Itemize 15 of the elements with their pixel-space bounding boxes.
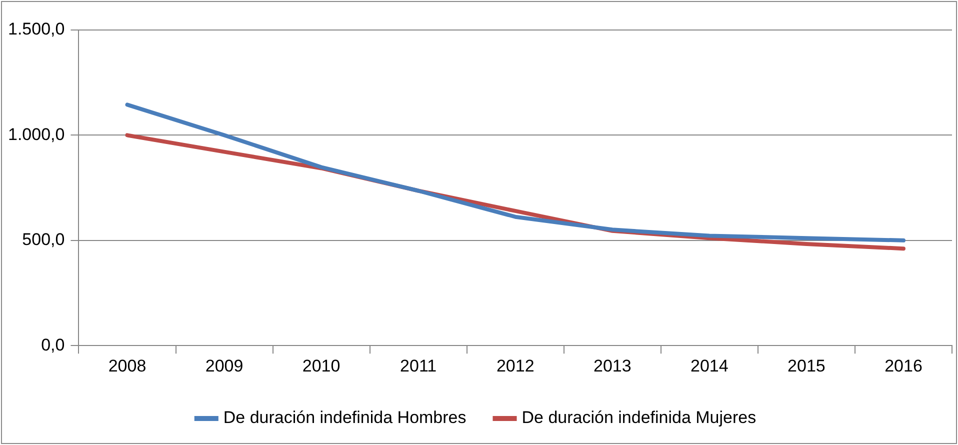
x-tick-label: 2016 (884, 356, 922, 376)
y-tick-label: 1.500,0 (8, 20, 65, 39)
x-tick-label: 2010 (302, 356, 340, 376)
legend-label: De duración indefinida Hombres (223, 408, 466, 428)
x-tick-label: 2009 (205, 356, 244, 376)
x-tick-label: 2015 (788, 356, 826, 376)
y-tick-label: 0,0 (41, 335, 65, 354)
y-tick-label: 500,0 (22, 230, 65, 250)
x-tick-label: 2013 (593, 356, 632, 376)
x-tick-label: 2012 (496, 356, 534, 376)
x-tick-label: 2014 (690, 356, 728, 376)
legend-label: De duración indefinida Mujeres (522, 408, 756, 428)
y-tick-label: 1.000,0 (8, 124, 65, 144)
x-tick-label: 2008 (108, 356, 146, 376)
x-tick-label: 2011 (400, 356, 437, 376)
